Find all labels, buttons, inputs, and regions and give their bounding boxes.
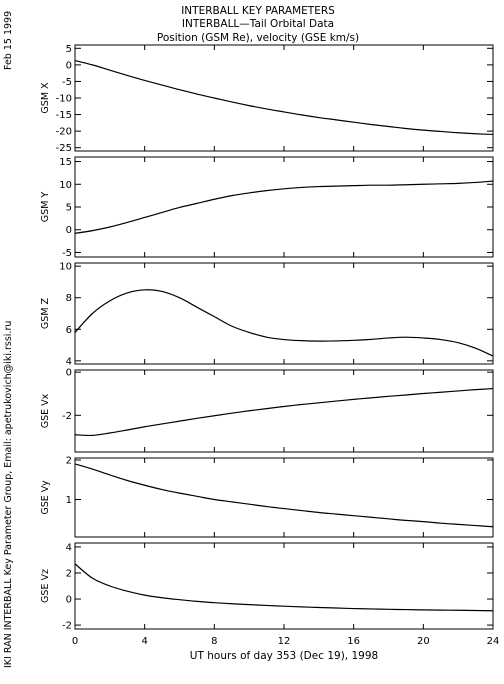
y-axis-label-gse-vx: GSE Vx (40, 393, 51, 428)
y-tick-label: 2 (66, 455, 72, 466)
panel-frame-gsm-x (74, 44, 494, 152)
y-axis-label-gsm-x: GSM X (40, 82, 51, 114)
y-tick-label: -2 (62, 411, 72, 422)
series-line-gsm-x (74, 59, 494, 136)
y-tick-label: -5 (62, 248, 72, 259)
panel-frame-gse-vz (74, 542, 494, 630)
y-tick-label: 0 (66, 595, 72, 606)
x-axis-label: UT hours of day 353 (Dec 19), 1998 (190, 650, 378, 662)
series-line-gsm-z (74, 289, 494, 357)
y-tick-label: 0 (66, 60, 72, 71)
x-tick-label: 24 (487, 636, 500, 647)
y-tick-label: 0 (66, 225, 72, 236)
panel-gsm-y: 15 10 5 0 -5 GSM Y (40, 156, 494, 259)
y-tick-label: 6 (66, 325, 72, 336)
panel-frame-gsm-y (74, 156, 494, 258)
side-credit: IKI RAN INTERBALL Key Parameter Group, E… (3, 321, 14, 668)
x-tick-label: 4 (141, 636, 147, 647)
y-tick-label: 8 (66, 293, 72, 304)
panel-gse-vy: 2 1 GSE Vy (40, 455, 494, 538)
y-tick-label: -2 (62, 621, 72, 632)
y-tick-label: 1 (66, 495, 72, 506)
y-axis-label-gsm-y: GSM Y (40, 192, 51, 223)
title-line-3: Position (GSM Re), velocity (GSE km/s) (157, 32, 359, 44)
y-tick-label: 4 (66, 356, 72, 367)
y-axis-label-gsm-z: GSM Z (40, 297, 51, 329)
side-date: Feb 15 1999 (3, 11, 14, 70)
panel-gsm-x: 5 0 -5 -10 -15 -20 -25 GSM X (40, 44, 494, 154)
panel-gse-vz: 4 2 0 -2 GSE Vz (40, 542, 494, 632)
y-tick-label: 5 (66, 44, 72, 55)
y-axis-label-gse-vy: GSE Vy (40, 480, 51, 515)
y-tick-label: -10 (56, 94, 72, 105)
panel-frame-gsm-z (74, 262, 494, 365)
series-line-gse-vy (74, 463, 494, 528)
y-tick-label: 0 (66, 368, 72, 379)
x-tick-label: 8 (211, 636, 217, 647)
y-tick-label: 10 (59, 180, 72, 191)
series-line-gsm-y (74, 180, 494, 234)
title-line-2: INTERBALL—Tail Orbital Data (182, 18, 334, 30)
y-axis-label-gse-vz: GSE Vz (40, 569, 51, 603)
x-tick-label: 20 (417, 636, 430, 647)
x-tick-label: 12 (278, 636, 291, 647)
y-tick-label: -15 (56, 110, 72, 121)
panel-frame-gse-vx (74, 369, 494, 453)
panel-gsm-z: 10 8 6 4 GSM Z (40, 262, 494, 367)
series-line-gse-vz (74, 563, 494, 612)
x-axis: 0 4 8 12 16 20 24 (72, 636, 500, 647)
y-tick-label: 15 (59, 157, 72, 168)
panel-gse-vx: 0 -2 GSE Vx (40, 368, 494, 453)
y-tick-label: 2 (66, 568, 72, 579)
y-tick-label: -5 (62, 77, 72, 88)
series-line-gse-vx (74, 387, 494, 437)
y-tick-label: -25 (56, 143, 72, 154)
x-tick-label: 16 (347, 636, 360, 647)
y-tick-label: 5 (66, 203, 72, 214)
y-tick-label: -20 (56, 127, 72, 138)
y-tick-label: 10 (59, 262, 72, 273)
x-tick-label: 0 (72, 636, 78, 647)
y-tick-label: 4 (66, 542, 72, 553)
title-line-1: INTERBALL KEY PARAMETERS (181, 5, 335, 17)
panel-frame-gse-vy (74, 457, 494, 538)
